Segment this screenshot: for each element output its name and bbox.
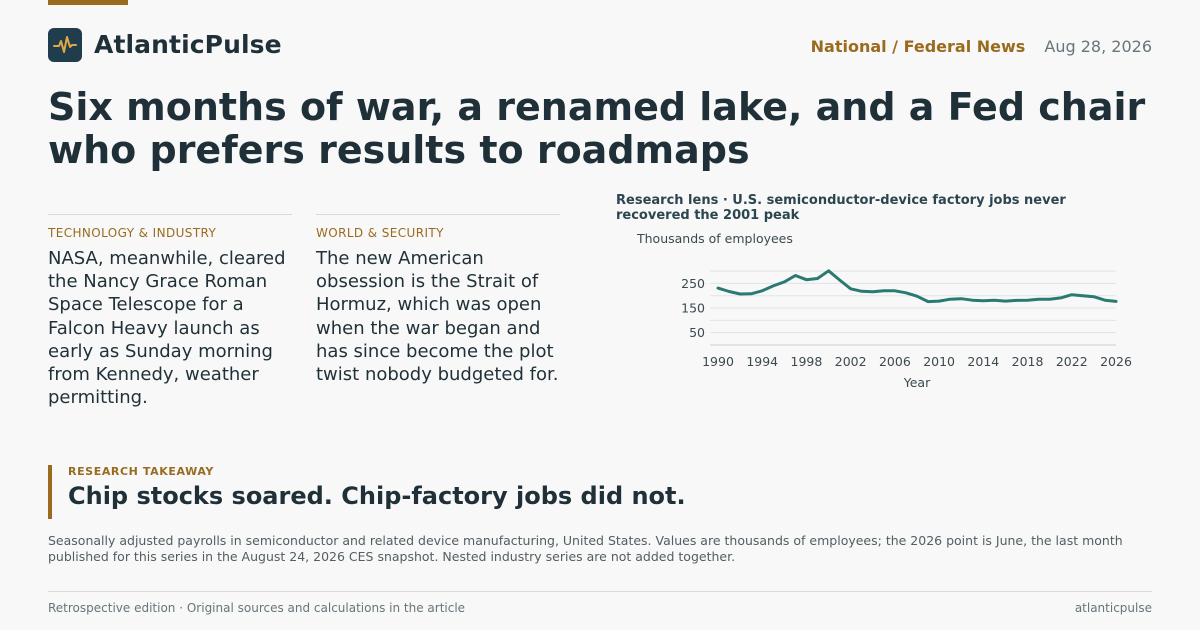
- data-point: [772, 284, 775, 288]
- header-meta: National / Federal News Aug 28, 2026: [811, 37, 1152, 56]
- story-column-technology: TECHNOLOGY & INDUSTRY NASA, meanwhile, c…: [48, 214, 292, 409]
- column-kicker: TECHNOLOGY & INDUSTRY: [48, 226, 217, 240]
- data-point: [749, 292, 753, 295]
- data-point: [1015, 299, 1018, 302]
- x-axis-label: Year: [903, 375, 931, 390]
- data-point: [1092, 295, 1096, 298]
- data-point: [1004, 299, 1007, 303]
- x-tick-label: 2018: [1012, 354, 1044, 369]
- x-tick-label: 1998: [791, 354, 823, 369]
- data-point: [971, 298, 974, 302]
- x-tick-label: 2006: [879, 354, 911, 369]
- data-point: [816, 277, 819, 280]
- data-point: [948, 297, 952, 301]
- data-point: [838, 278, 841, 282]
- brand-name[interactable]: AtlanticPulse: [94, 30, 282, 59]
- data-point: [1048, 297, 1051, 301]
- x-tick-label: 1990: [702, 354, 734, 369]
- data-point: [761, 289, 764, 292]
- data-point: [1103, 298, 1107, 302]
- page-headline: Six months of war, a renamed lake, and a…: [48, 85, 1146, 172]
- publish-date: Aug 28, 2026: [1044, 37, 1152, 56]
- accent-bar: [48, 0, 128, 5]
- page-footer: Retrospective edition · Original sources…: [48, 591, 1152, 615]
- site-header: AtlanticPulse National / Federal News Au…: [48, 28, 1152, 64]
- y-unit-label: Thousands of employees: [636, 231, 793, 246]
- x-tick-label: 2010: [923, 354, 955, 369]
- chart-panel: Research lens · U.S. semiconductor-devic…: [616, 193, 1156, 393]
- takeaway-text: Chip stocks soared. Chip-factory jobs di…: [68, 482, 686, 510]
- data-point: [716, 286, 720, 290]
- section-link[interactable]: National / Federal News: [810, 37, 1026, 56]
- y-tick-label: 50: [689, 325, 705, 340]
- x-tick-label: 2022: [1056, 354, 1088, 369]
- data-point: [794, 274, 797, 277]
- data-point: [982, 299, 985, 302]
- data-point: [1026, 298, 1029, 302]
- data-point: [893, 289, 897, 292]
- chart-title: Research lens · U.S. semiconductor-devic…: [616, 193, 1066, 223]
- data-point: [805, 278, 808, 281]
- data-point: [1081, 294, 1085, 297]
- pulse-icon: [53, 36, 77, 53]
- column-text: The new American obsession is the Strait…: [316, 248, 559, 386]
- data-point: [783, 280, 786, 284]
- takeaway-label: RESEARCH TAKEAWAY: [68, 465, 214, 478]
- x-tick-label: 2026: [1100, 354, 1132, 369]
- data-point: [727, 290, 731, 293]
- data-point: [860, 290, 863, 293]
- data-point: [1037, 297, 1040, 301]
- data-point: [915, 295, 919, 298]
- column-kicker: WORLD & SECURITY: [316, 226, 444, 240]
- data-point: [1059, 296, 1062, 300]
- footer-edition: Retrospective edition · Original sources…: [48, 601, 466, 615]
- data-point: [827, 269, 830, 273]
- line-chart: Thousands of employees 50 150 250 1990 1994 19…: [636, 231, 1132, 390]
- y-tick-label: 150: [681, 301, 705, 316]
- data-point: [871, 290, 874, 293]
- data-point: [960, 297, 963, 300]
- data-point: [849, 287, 852, 291]
- data-point: [1114, 300, 1118, 303]
- brand-logo[interactable]: [48, 28, 82, 62]
- data-point: [882, 289, 886, 292]
- data-point: [1070, 293, 1073, 296]
- data-point: [926, 300, 930, 303]
- research-takeaway: RESEARCH TAKEAWAY Chip stocks soared. Ch…: [48, 465, 968, 519]
- data-point: [904, 291, 908, 294]
- data-point: [937, 299, 941, 303]
- story-column-world: WORLD & SECURITY The new American obsess…: [316, 214, 560, 386]
- chart-note: Seasonally adjusted payrolls in semicond…: [48, 533, 1123, 564]
- x-tick-label: 1994: [746, 354, 778, 369]
- x-tick-label: 2002: [835, 354, 867, 369]
- x-tick-label: 2014: [967, 354, 999, 369]
- column-text: NASA, meanwhile, cleared the Nancy Grace…: [48, 248, 286, 409]
- footer-site[interactable]: atlanticpulse: [1074, 601, 1152, 615]
- y-tick-label: 250: [681, 276, 705, 291]
- data-point: [738, 292, 742, 296]
- data-point: [993, 298, 996, 302]
